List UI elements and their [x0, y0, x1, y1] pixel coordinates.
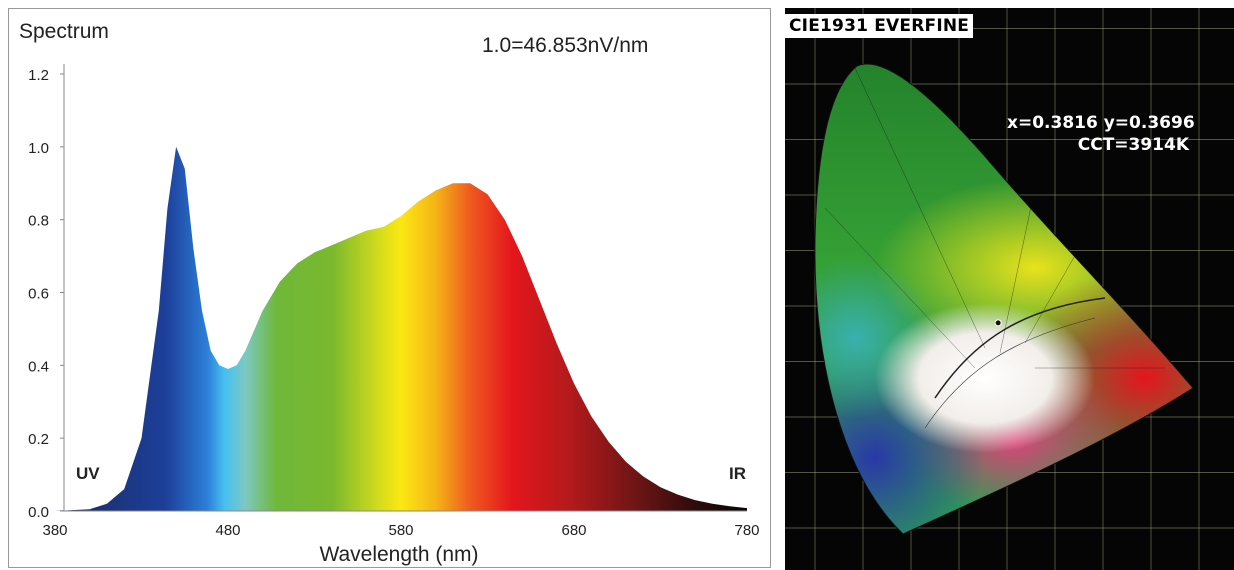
- y-tick-label: 0.2: [28, 431, 49, 448]
- cie-panel: CIE1931 EVERFINE x=0.3816 y=0.3696 CCT=3…: [785, 8, 1234, 570]
- spectrum-chart: Spectrum 1.0=46.853nV/nm 0.0 0.2 0.4 0.6 0.8…: [19, 20, 760, 566]
- xy-readout: x=0.3816 y=0.3696: [1007, 113, 1195, 133]
- y-tick-label: 1.0: [28, 140, 49, 157]
- y-axis: 0.0 0.2 0.4 0.6 0.8 1.0 1.2: [28, 67, 64, 521]
- y-tick-label: 0.4: [28, 358, 49, 375]
- cie-title: CIE1931 EVERFINE: [785, 14, 974, 38]
- y-tick-label: 0.6: [28, 286, 49, 303]
- x-tick-label: 580: [388, 522, 413, 539]
- y-tick-label: 0.8: [28, 213, 49, 230]
- cie-readout: x=0.3816 y=0.3696 CCT=3914K: [1007, 112, 1217, 156]
- chromaticity-point: [994, 319, 1002, 327]
- spectrum-scale-annotation: 1.0=46.853nV/nm: [482, 34, 648, 57]
- ir-label: IR: [729, 464, 746, 483]
- x-axis: 380 480 580 680 780: [42, 522, 759, 539]
- cie-diagram: [785, 8, 1234, 570]
- spectrum-area: [55, 146, 747, 512]
- x-tick-label: 680: [561, 522, 586, 539]
- cct-readout: CCT=3914K: [1077, 135, 1189, 155]
- spectral-locus-outline: [814, 63, 1194, 535]
- spectrum-panel: Spectrum 1.0=46.853nV/nm 0.0 0.2 0.4 0.6 0.8…: [8, 8, 771, 568]
- spectrum-title: Spectrum: [19, 20, 109, 43]
- x-tick-label: 480: [215, 522, 240, 539]
- y-tick-label: 1.2: [28, 67, 49, 84]
- x-tick-label: 380: [42, 522, 67, 539]
- x-tick-label: 780: [734, 522, 759, 539]
- uv-label: UV: [76, 464, 100, 483]
- x-axis-label: Wavelength (nm): [319, 543, 478, 566]
- y-tick-label: 0.0: [28, 504, 49, 521]
